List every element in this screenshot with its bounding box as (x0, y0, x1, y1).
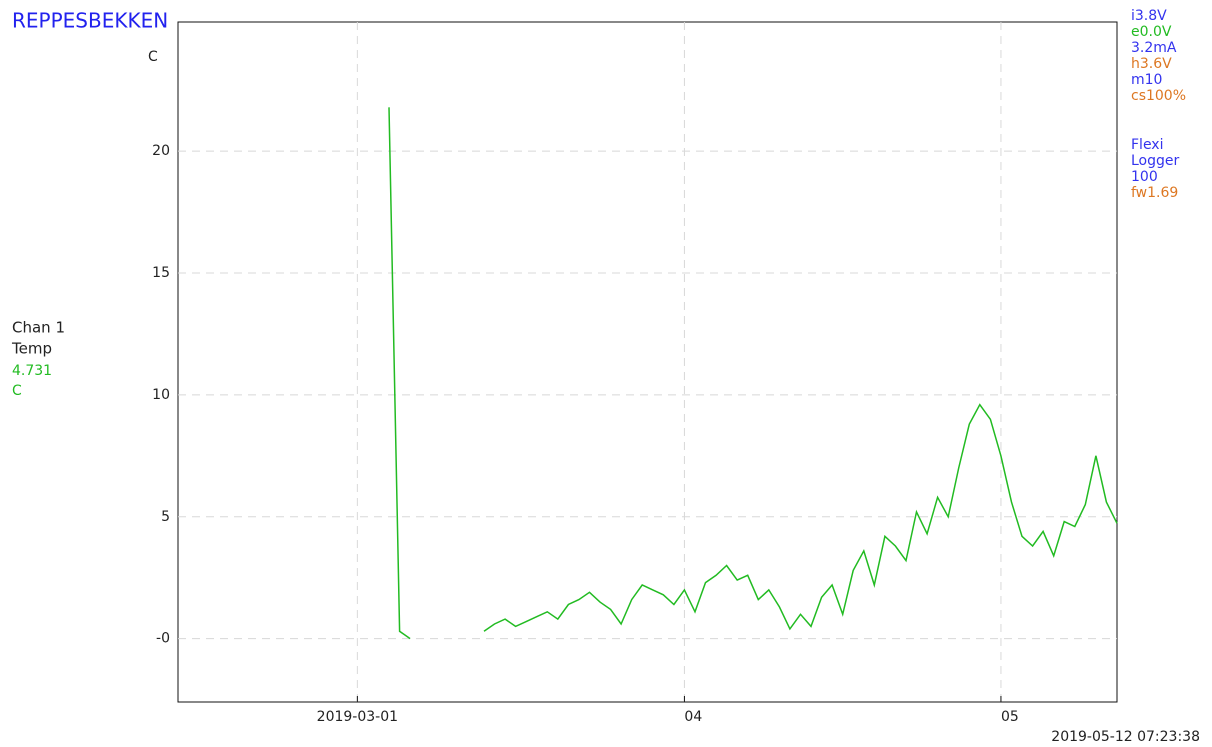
y-tick-label: 10 (152, 387, 170, 403)
status-text: i3.8V (1131, 8, 1167, 24)
x-tick-label: 2019-03-01 (317, 709, 398, 725)
status-text: h3.6V (1131, 56, 1172, 72)
device-text: fw1.69 (1131, 185, 1178, 201)
channel-name: Temp (11, 340, 52, 358)
y-tick-label: -0 (156, 631, 170, 647)
data-line (388, 107, 1118, 640)
chart-title: REPPESBEKKEN (12, 9, 168, 33)
status-text: m10 (1131, 72, 1162, 88)
channel-value: 4.731 (12, 363, 52, 379)
device-text: Logger (1131, 153, 1180, 169)
status-text: 3.2mA (1131, 40, 1177, 56)
plot-frame (177, 21, 1118, 703)
channel-label: Chan 1 (12, 319, 65, 337)
device-text: Flexi (1131, 137, 1163, 153)
status-text: cs100% (1131, 88, 1186, 104)
channel-unit: C (12, 383, 22, 399)
status-text: e0.0V (1131, 24, 1172, 40)
x-tick-label: 05 (1001, 709, 1019, 725)
y-tick-label: 5 (161, 509, 170, 525)
timestamp: 2019-05-12 07:23:38 (1051, 729, 1200, 745)
device-text: 100 (1131, 169, 1158, 185)
y-tick-label: 20 (152, 143, 170, 159)
y-tick-label: 15 (152, 265, 170, 281)
y-unit: C (148, 49, 158, 65)
x-tick-label: 04 (684, 709, 702, 725)
